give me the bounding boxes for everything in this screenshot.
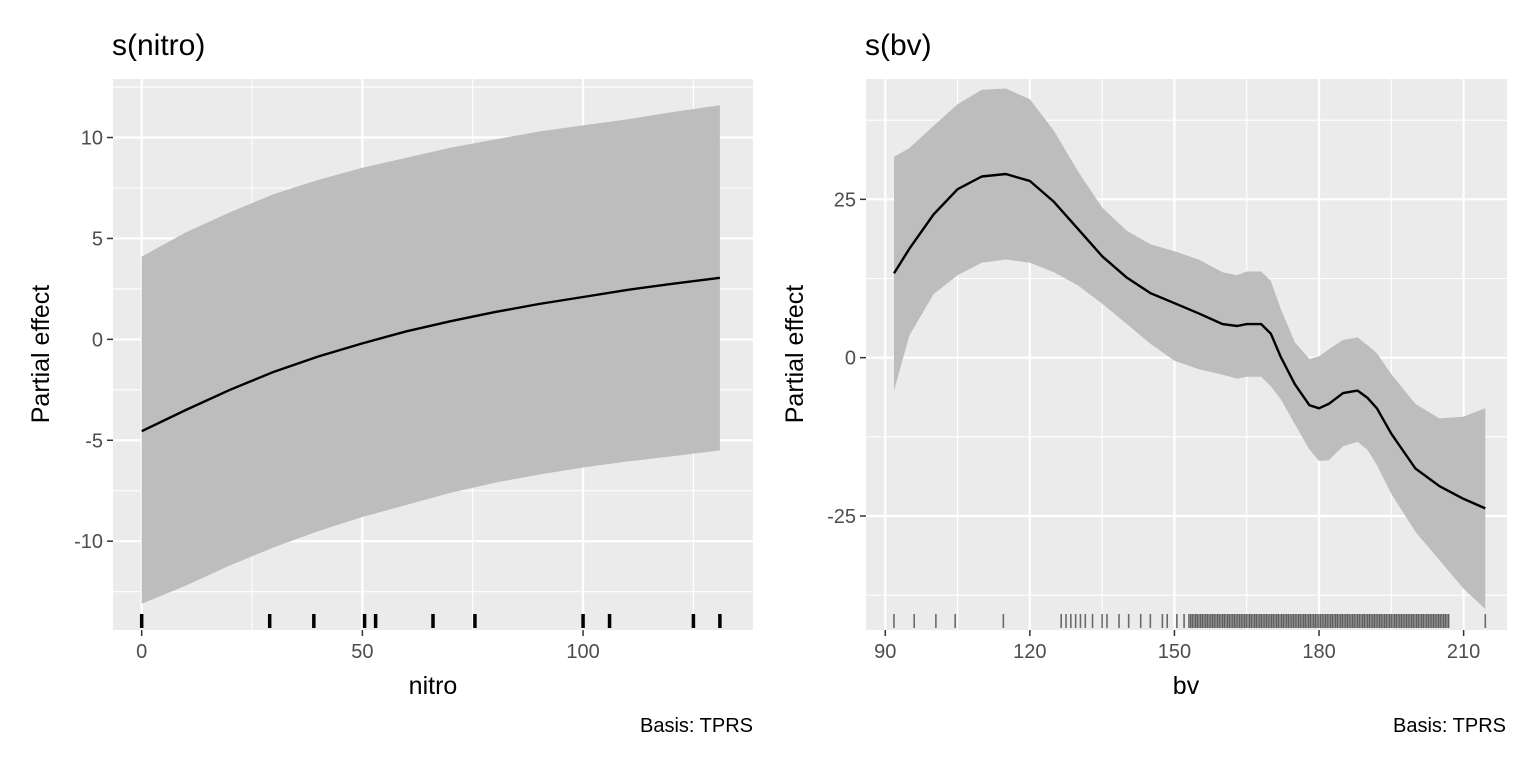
y-tick-label: -25	[827, 506, 856, 528]
rug-bv	[893, 614, 1487, 628]
x-tick-label: 120	[1013, 641, 1046, 663]
panel-nitro: s(nitro) 0 50 100 -10 -5 0 5 10 nitro Partial e…	[27, 29, 753, 737]
y-tick-label: 5	[92, 228, 103, 250]
caption-bv: Basis: TPRS	[1393, 715, 1506, 737]
panel-bv: s(bv) 90 120 150 180 210 -25 0 25 bv Partial ef…	[781, 29, 1507, 737]
y-tick-label: -10	[74, 531, 103, 553]
smooth-line-nitro	[141, 276, 721, 433]
rug-nitro	[139, 614, 722, 628]
x-tick-label: 0	[136, 641, 147, 663]
x-tick-label: 100	[566, 641, 599, 663]
x-axis-title-nitro: nitro	[409, 672, 458, 700]
smooth-line-bv	[892, 172, 1486, 510]
confidence-band-bv	[894, 88, 1486, 610]
chart-title-bv: s(bv)	[865, 29, 932, 62]
confidence-band	[894, 88, 1486, 610]
axis-ticks-nitro: 0 50 100 -10 -5 0 5 10	[74, 128, 600, 663]
y-tick-label: 0	[845, 348, 856, 370]
axis-ticks-bv: 90 120 150 180 210 -25 0 25	[827, 189, 1480, 663]
y-tick-label: 10	[81, 128, 103, 150]
partial-effect-line	[892, 172, 1486, 510]
y-axis-title-bv: Partial effect	[781, 285, 809, 424]
x-tick-label: 50	[351, 641, 373, 663]
y-axis-title-nitro: Partial effect	[27, 285, 55, 424]
chart-title-nitro: s(nitro)	[112, 29, 205, 62]
y-tick-label: 25	[834, 189, 856, 211]
y-tick-label: 0	[92, 329, 103, 351]
partial-effect-line	[141, 276, 721, 433]
x-axis-title-bv: bv	[1173, 672, 1200, 700]
x-tick-label: 90	[874, 641, 896, 663]
x-tick-label: 180	[1302, 641, 1335, 663]
y-tick-label: -5	[85, 430, 103, 452]
caption-nitro: Basis: TPRS	[640, 715, 753, 737]
confidence-band	[141, 105, 720, 604]
x-tick-label: 150	[1158, 641, 1191, 663]
x-tick-label: 210	[1447, 641, 1480, 663]
confidence-band-nitro	[141, 105, 720, 604]
